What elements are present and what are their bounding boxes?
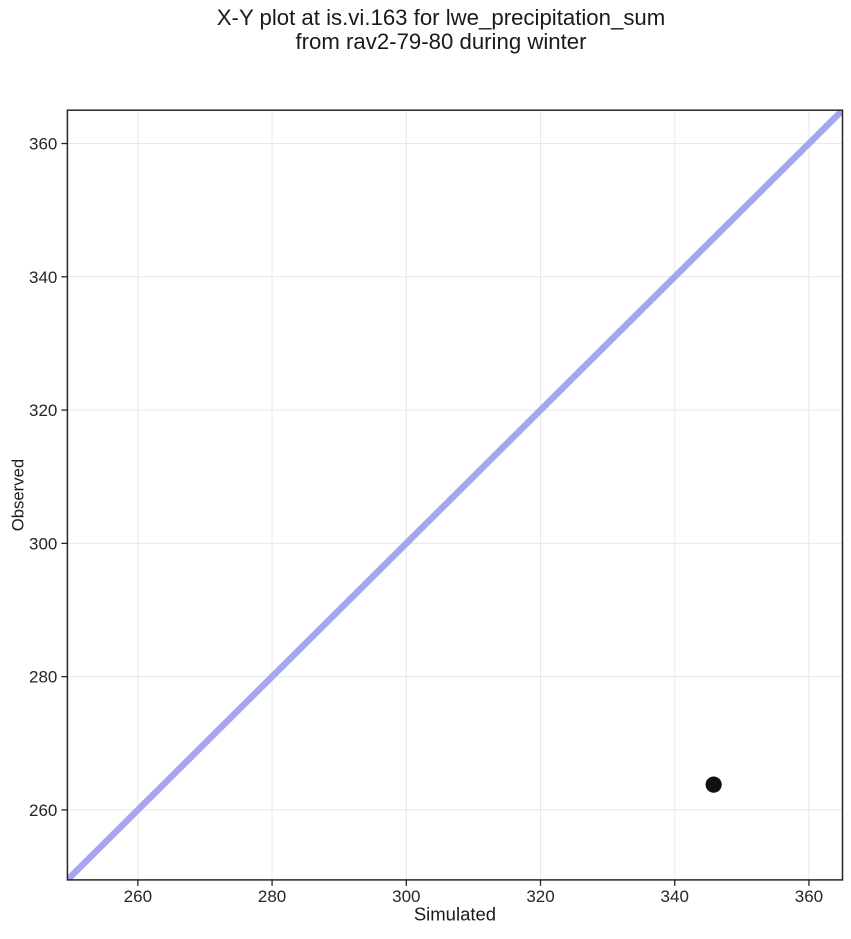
svg-text:Simulated: Simulated — [414, 903, 496, 924]
svg-text:X-Y plot at is.vi.163 for lwe_: X-Y plot at is.vi.163 for lwe_precipitat… — [217, 5, 666, 30]
svg-text:360: 360 — [795, 887, 823, 906]
svg-text:280: 280 — [258, 887, 286, 906]
svg-text:from rav2-79-80 during winter: from rav2-79-80 during winter — [295, 29, 587, 54]
svg-text:260: 260 — [29, 801, 57, 820]
svg-text:360: 360 — [29, 135, 57, 154]
svg-text:Observed: Observed — [9, 459, 28, 531]
svg-text:280: 280 — [29, 668, 57, 687]
svg-text:340: 340 — [661, 887, 689, 906]
svg-text:320: 320 — [29, 401, 57, 420]
svg-text:300: 300 — [29, 534, 57, 553]
svg-text:260: 260 — [124, 887, 152, 906]
svg-text:320: 320 — [526, 887, 554, 906]
svg-text:340: 340 — [29, 268, 57, 287]
